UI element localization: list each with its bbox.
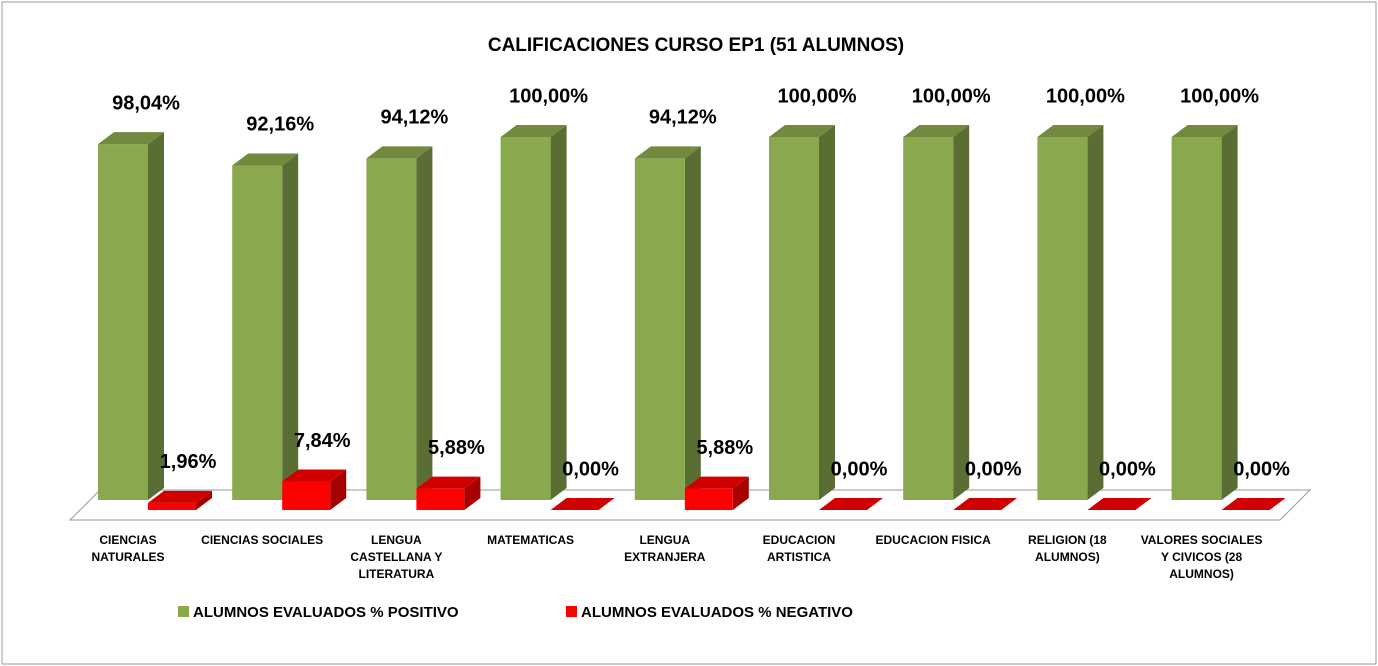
bar-face xyxy=(1087,498,1152,510)
bar-face xyxy=(500,125,567,137)
data-label: 92,16% xyxy=(246,114,314,136)
legend-label: ALUMNOS EVALUADOS % POSITIVO xyxy=(193,604,459,621)
bar-face xyxy=(769,137,819,500)
bar-face xyxy=(232,165,283,500)
bar xyxy=(1037,125,1104,500)
bar-face xyxy=(1037,125,1104,137)
bar xyxy=(1171,125,1238,500)
data-label: 100,00% xyxy=(1046,85,1125,107)
x-tick-label: CIENCIAS SOCIALES xyxy=(201,533,324,547)
data-label: 100,00% xyxy=(509,85,588,107)
data-label: 1,96% xyxy=(160,451,217,473)
x-tick-label: RELIGION (18 ALUMNOS) xyxy=(1028,533,1107,564)
bar-face xyxy=(1221,125,1238,500)
data-label: 100,00% xyxy=(912,85,991,107)
x-tick-label: MATEMATICAS xyxy=(487,533,575,547)
bar-face xyxy=(684,476,749,489)
bar-face xyxy=(282,481,331,510)
bar-face xyxy=(1171,125,1238,137)
bar-face xyxy=(1221,498,1286,510)
bar-face xyxy=(232,153,299,166)
bar-face xyxy=(500,137,551,500)
bar xyxy=(416,476,481,510)
bar-face xyxy=(819,125,835,500)
bar-face xyxy=(148,132,164,500)
bar xyxy=(1221,498,1286,510)
bar-face xyxy=(1087,125,1104,500)
bar xyxy=(98,132,164,500)
bar xyxy=(282,469,347,510)
bar xyxy=(819,498,883,510)
x-tick-label: EDUCACION ARTISTICA xyxy=(762,533,836,564)
bar-face xyxy=(416,476,481,489)
bar xyxy=(953,498,1018,510)
bar-face xyxy=(416,146,433,500)
bar-face xyxy=(98,132,164,145)
bar-face xyxy=(282,469,347,482)
bar-face xyxy=(769,125,835,137)
bar xyxy=(903,125,970,500)
bar-face xyxy=(903,137,954,500)
bar-face xyxy=(634,146,701,159)
bar-face xyxy=(684,488,733,510)
bar xyxy=(769,125,835,500)
bar-face xyxy=(953,125,970,500)
chart-title: CALIFICACIONES CURSO EP1 (51 ALUMNOS) xyxy=(488,35,904,56)
bar-face xyxy=(330,469,347,510)
bar xyxy=(148,490,212,510)
bar-face xyxy=(684,146,701,500)
data-label: 0,00% xyxy=(562,458,619,480)
bar xyxy=(1087,498,1152,510)
x-tick-label: LENGUA EXTRANJERA xyxy=(624,533,706,564)
bar-face xyxy=(464,476,481,510)
data-label: 0,00% xyxy=(1233,458,1290,480)
data-label: 5,88% xyxy=(696,437,753,459)
bar-face xyxy=(148,502,196,510)
bar-face xyxy=(98,144,148,500)
bar xyxy=(500,125,567,500)
legend-swatch xyxy=(178,606,189,617)
bar xyxy=(634,146,701,500)
bar xyxy=(366,146,433,500)
bar-face xyxy=(903,125,970,137)
data-label: 100,00% xyxy=(778,85,857,107)
x-tick-label: EDUCACION FISICA xyxy=(875,533,991,547)
bar-face xyxy=(1037,137,1088,500)
x-tick-label: CIENCIAS NATURALES xyxy=(91,533,165,564)
data-label: 0,00% xyxy=(1099,458,1156,480)
bar-face xyxy=(550,498,615,510)
data-label: 100,00% xyxy=(1180,85,1259,107)
bar-face xyxy=(1171,137,1222,500)
data-label: 5,88% xyxy=(428,437,485,459)
bar xyxy=(684,476,749,510)
bar-face xyxy=(550,125,567,500)
bar-face xyxy=(282,153,299,500)
bar-face xyxy=(732,476,749,510)
bar-face xyxy=(366,146,433,159)
data-label: 0,00% xyxy=(965,458,1022,480)
legend-label: ALUMNOS EVALUADOS % NEGATIVO xyxy=(581,604,853,621)
data-label: 94,12% xyxy=(649,107,717,129)
bar xyxy=(550,498,615,510)
bar xyxy=(232,153,299,500)
bar-face xyxy=(196,490,212,510)
data-label: 7,84% xyxy=(294,430,351,452)
x-tick-label: LENGUA CASTELLANA Y LITERATURA xyxy=(350,533,443,581)
bar-face xyxy=(953,498,1018,510)
bar-face xyxy=(634,158,685,500)
legend-swatch xyxy=(566,606,577,617)
data-label: 0,00% xyxy=(831,458,888,480)
bar-face xyxy=(819,498,883,510)
data-label: 98,04% xyxy=(112,92,180,114)
bar-face xyxy=(416,488,465,510)
bar-face xyxy=(366,158,417,500)
bar-face xyxy=(148,490,212,503)
x-tick-label: VALORES SOCIALES Y CIVICOS (28 ALUMNOS) xyxy=(1140,533,1263,581)
data-label: 94,12% xyxy=(380,107,448,129)
